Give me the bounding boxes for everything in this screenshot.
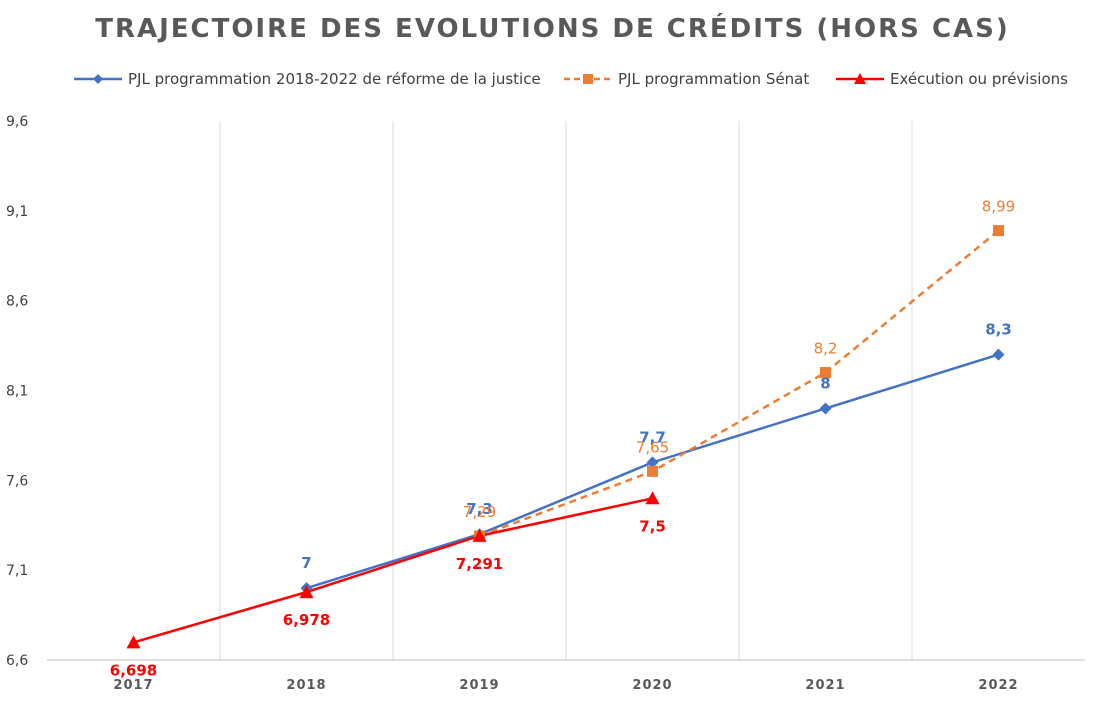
y-tick-label: 8,1 — [6, 384, 28, 400]
legend-swatch-diamond-icon — [74, 74, 122, 84]
legend-label-pjl-justice: PJL programmation 2018-2022 de réforme d… — [128, 70, 541, 88]
data-label: 8,3 — [985, 321, 1012, 339]
data-point-triangle — [472, 528, 487, 542]
data-label: 8 — [820, 374, 830, 392]
legend-swatch-square-icon — [564, 74, 612, 84]
chart-title: TRAJECTOIRE DES EVOLUTIONS DE CRÉDITS (H… — [95, 14, 1010, 44]
y-tick-label: 8,6 — [6, 294, 28, 310]
data-point-square — [647, 465, 658, 477]
data-label: 7,3 — [466, 500, 493, 518]
data-label: 7,7 — [639, 428, 666, 446]
data-label: 6,698 — [110, 661, 157, 679]
y-tick-label: 9,6 — [6, 114, 28, 130]
legend-item-execution[interactable]: Exécution ou prévisions — [836, 66, 1068, 92]
chart-legend: PJL programmation 2018-2022 de réforme d… — [0, 66, 1105, 92]
x-tick-label: 2021 — [805, 678, 845, 693]
data-point-square — [820, 367, 831, 379]
data-point-diamond — [646, 456, 659, 469]
x-tick-label: 2022 — [978, 678, 1018, 693]
x-tick-label: 2019 — [459, 678, 499, 693]
y-tick-label: 7,6 — [6, 473, 28, 489]
series-line-2 — [133, 497, 653, 644]
data-label: 7,5 — [639, 517, 666, 535]
series-line-1 — [479, 229, 1000, 538]
data-point-diamond — [819, 402, 832, 415]
data-point-triangle — [299, 585, 314, 599]
legend-label-execution: Exécution ou prévisions — [890, 70, 1068, 88]
data-point-triangle — [126, 635, 141, 649]
data-point-square — [993, 225, 1004, 237]
x-tick-label: 2020 — [632, 678, 672, 693]
data-label: 7,291 — [456, 555, 503, 573]
data-label: 8,2 — [814, 340, 838, 358]
data-label: 6,978 — [283, 611, 330, 629]
data-label: 7,65 — [636, 438, 669, 456]
x-tick-label: 2018 — [286, 678, 326, 693]
data-point-triangle — [645, 491, 660, 505]
legend-label-pjl-senat: PJL programmation Sénat — [618, 70, 810, 88]
legend-item-pjl-justice[interactable]: PJL programmation 2018-2022 de réforme d… — [74, 66, 541, 92]
data-label: 7 — [301, 554, 311, 572]
data-label: 7,29 — [463, 503, 496, 521]
x-tick-label: 2017 — [113, 678, 153, 693]
data-point-diamond — [992, 348, 1005, 361]
legend-item-pjl-senat[interactable]: PJL programmation Sénat — [564, 66, 809, 92]
legend-swatch-triangle-icon — [836, 73, 884, 84]
y-tick-label: 7,1 — [6, 563, 28, 579]
y-tick-label: 9,1 — [6, 204, 28, 220]
data-label: 8,99 — [982, 198, 1015, 216]
y-tick-label: 6,6 — [6, 653, 28, 669]
